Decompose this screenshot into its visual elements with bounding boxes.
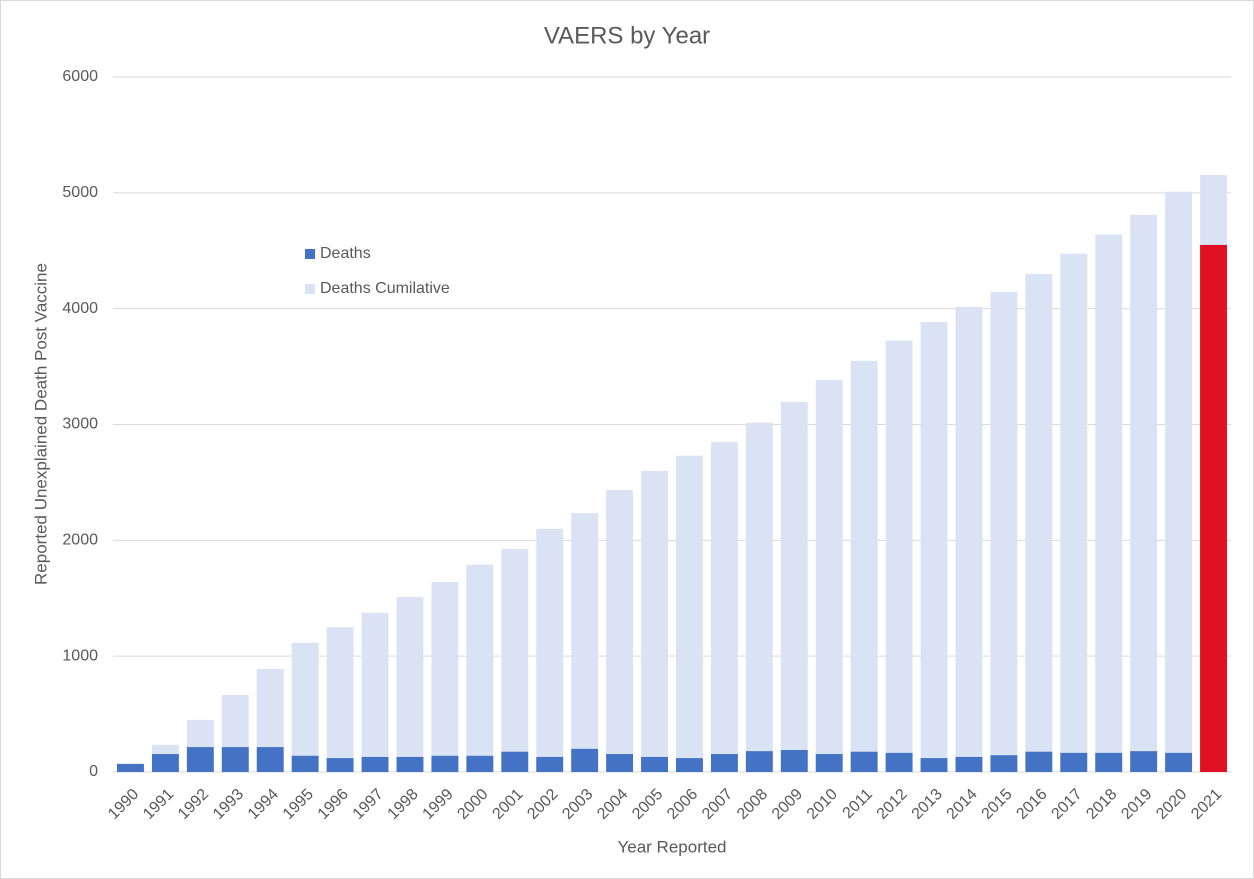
legend-label: Deaths <box>320 245 371 262</box>
bar <box>1130 751 1158 772</box>
bar <box>536 756 564 772</box>
bar <box>745 751 773 772</box>
bar <box>361 756 389 772</box>
bar <box>955 756 983 772</box>
bar <box>1095 234 1123 773</box>
bar <box>710 441 738 772</box>
chart-title: VAERS by Year <box>544 22 710 49</box>
bar <box>361 612 389 772</box>
bar <box>536 528 564 772</box>
x-axis-title: Year Reported <box>617 837 726 856</box>
bar <box>850 360 878 772</box>
bar <box>641 756 668 772</box>
bar <box>291 642 319 772</box>
y-tick-label: 2000 <box>62 532 98 549</box>
bar <box>1165 191 1193 773</box>
bar <box>1200 244 1227 773</box>
bar <box>920 321 948 772</box>
bar <box>151 754 179 772</box>
bar <box>1025 751 1053 772</box>
y-tick-label: 3000 <box>62 416 98 433</box>
bar <box>815 379 843 772</box>
bar <box>1060 253 1088 773</box>
bar <box>780 749 808 772</box>
bar <box>1060 752 1088 772</box>
bar <box>466 564 494 772</box>
legend-swatch <box>305 284 315 294</box>
bar <box>431 755 459 772</box>
bar <box>885 340 913 772</box>
bar <box>466 755 494 772</box>
bar <box>1165 752 1193 772</box>
legend-swatch <box>305 249 315 259</box>
bar <box>571 513 599 772</box>
bar <box>676 455 703 772</box>
bar <box>990 291 1018 772</box>
bars <box>117 174 1227 773</box>
y-tick-label: 4000 <box>62 300 98 317</box>
bar <box>1130 214 1158 772</box>
bar <box>745 422 773 772</box>
bar <box>710 754 738 772</box>
bar <box>326 627 354 772</box>
bar <box>920 758 948 772</box>
bar <box>606 754 634 772</box>
bar <box>396 756 424 772</box>
bar <box>396 597 424 772</box>
bar <box>850 751 878 772</box>
bar <box>676 758 703 772</box>
bar <box>990 755 1018 772</box>
y-tick-label: 5000 <box>62 184 98 201</box>
bar <box>885 752 913 772</box>
bar <box>780 401 808 772</box>
bar <box>571 748 599 772</box>
bar <box>256 747 284 772</box>
y-axis-title: Reported Unexplained Death Post Vaccine <box>31 263 50 585</box>
bar <box>501 751 529 772</box>
bar <box>815 754 843 772</box>
bar <box>291 755 319 772</box>
y-tick-label: 1000 <box>62 647 98 664</box>
bar <box>641 470 668 772</box>
bar <box>606 489 634 772</box>
bar <box>431 582 459 772</box>
legend-label: Deaths Cumilative <box>320 280 450 297</box>
bar <box>955 306 983 772</box>
bar <box>501 549 529 772</box>
y-tick-label: 6000 <box>62 68 98 85</box>
bar <box>117 763 144 772</box>
y-tick-label: 0 <box>89 763 98 780</box>
bar <box>1095 752 1123 772</box>
bar <box>326 758 354 772</box>
bar <box>186 747 214 772</box>
bar <box>221 747 249 772</box>
bar <box>1025 273 1053 772</box>
